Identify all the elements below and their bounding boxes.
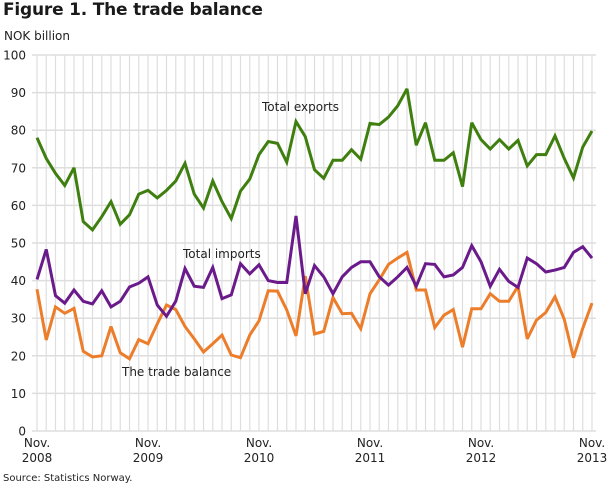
y-tick-label: 10	[11, 387, 26, 401]
series-lines	[35, 88, 594, 361]
annotation-total-exports: Total exports	[261, 100, 339, 114]
y-tick-label: 70	[11, 161, 26, 175]
x-tick-label-month: Nov.	[579, 436, 605, 450]
annotation-trade-balance: The trade balance	[121, 365, 231, 379]
x-tick-label-month: Nov.	[135, 436, 161, 450]
source-note: Source: Statistics Norway.	[3, 473, 133, 484]
y-tick-label: 0	[18, 425, 26, 439]
horizontal-gridlines	[32, 54, 596, 432]
y-tick-label: 100	[3, 49, 26, 63]
x-axis-ticks: Nov.2008Nov.2009Nov.2010Nov.2011Nov.2012…	[22, 436, 608, 465]
x-tick-label-month: Nov.	[246, 436, 272, 450]
y-tick-label: 90	[11, 86, 26, 100]
y-axis-unit-label: NOK billion	[4, 29, 71, 43]
y-tick-label: 40	[11, 274, 26, 288]
series-line-total-exports	[35, 88, 594, 233]
series-annotations: Total exports Total imports The trade ba…	[121, 100, 339, 379]
x-tick-label-month: Nov.	[468, 436, 494, 450]
x-tick-label-month: Nov.	[357, 436, 383, 450]
y-tick-label: 60	[11, 199, 26, 213]
x-tick-label-year: 2008	[22, 451, 53, 465]
x-tick-label-year: 2011	[355, 451, 386, 465]
x-tick-label-year: 2013	[577, 451, 608, 465]
x-tick-label-year: 2010	[244, 451, 275, 465]
y-tick-label: 80	[11, 124, 26, 138]
y-tick-label: 30	[11, 312, 26, 326]
series-line-the-trade-balance	[35, 250, 594, 361]
x-tick-label-year: 2009	[133, 451, 164, 465]
y-tick-label: 50	[11, 237, 26, 251]
annotation-total-imports: Total imports	[182, 247, 261, 261]
y-tick-label: 20	[11, 349, 26, 363]
figure-title: Figure 1. The trade balance	[3, 0, 263, 20]
x-tick-label-month: Nov.	[24, 436, 50, 450]
x-tick-label-year: 2012	[466, 451, 497, 465]
y-axis-ticks: 0 10 20 30 40 50 60 70 80 90 100	[3, 49, 26, 439]
series-line-total-imports	[35, 215, 594, 319]
